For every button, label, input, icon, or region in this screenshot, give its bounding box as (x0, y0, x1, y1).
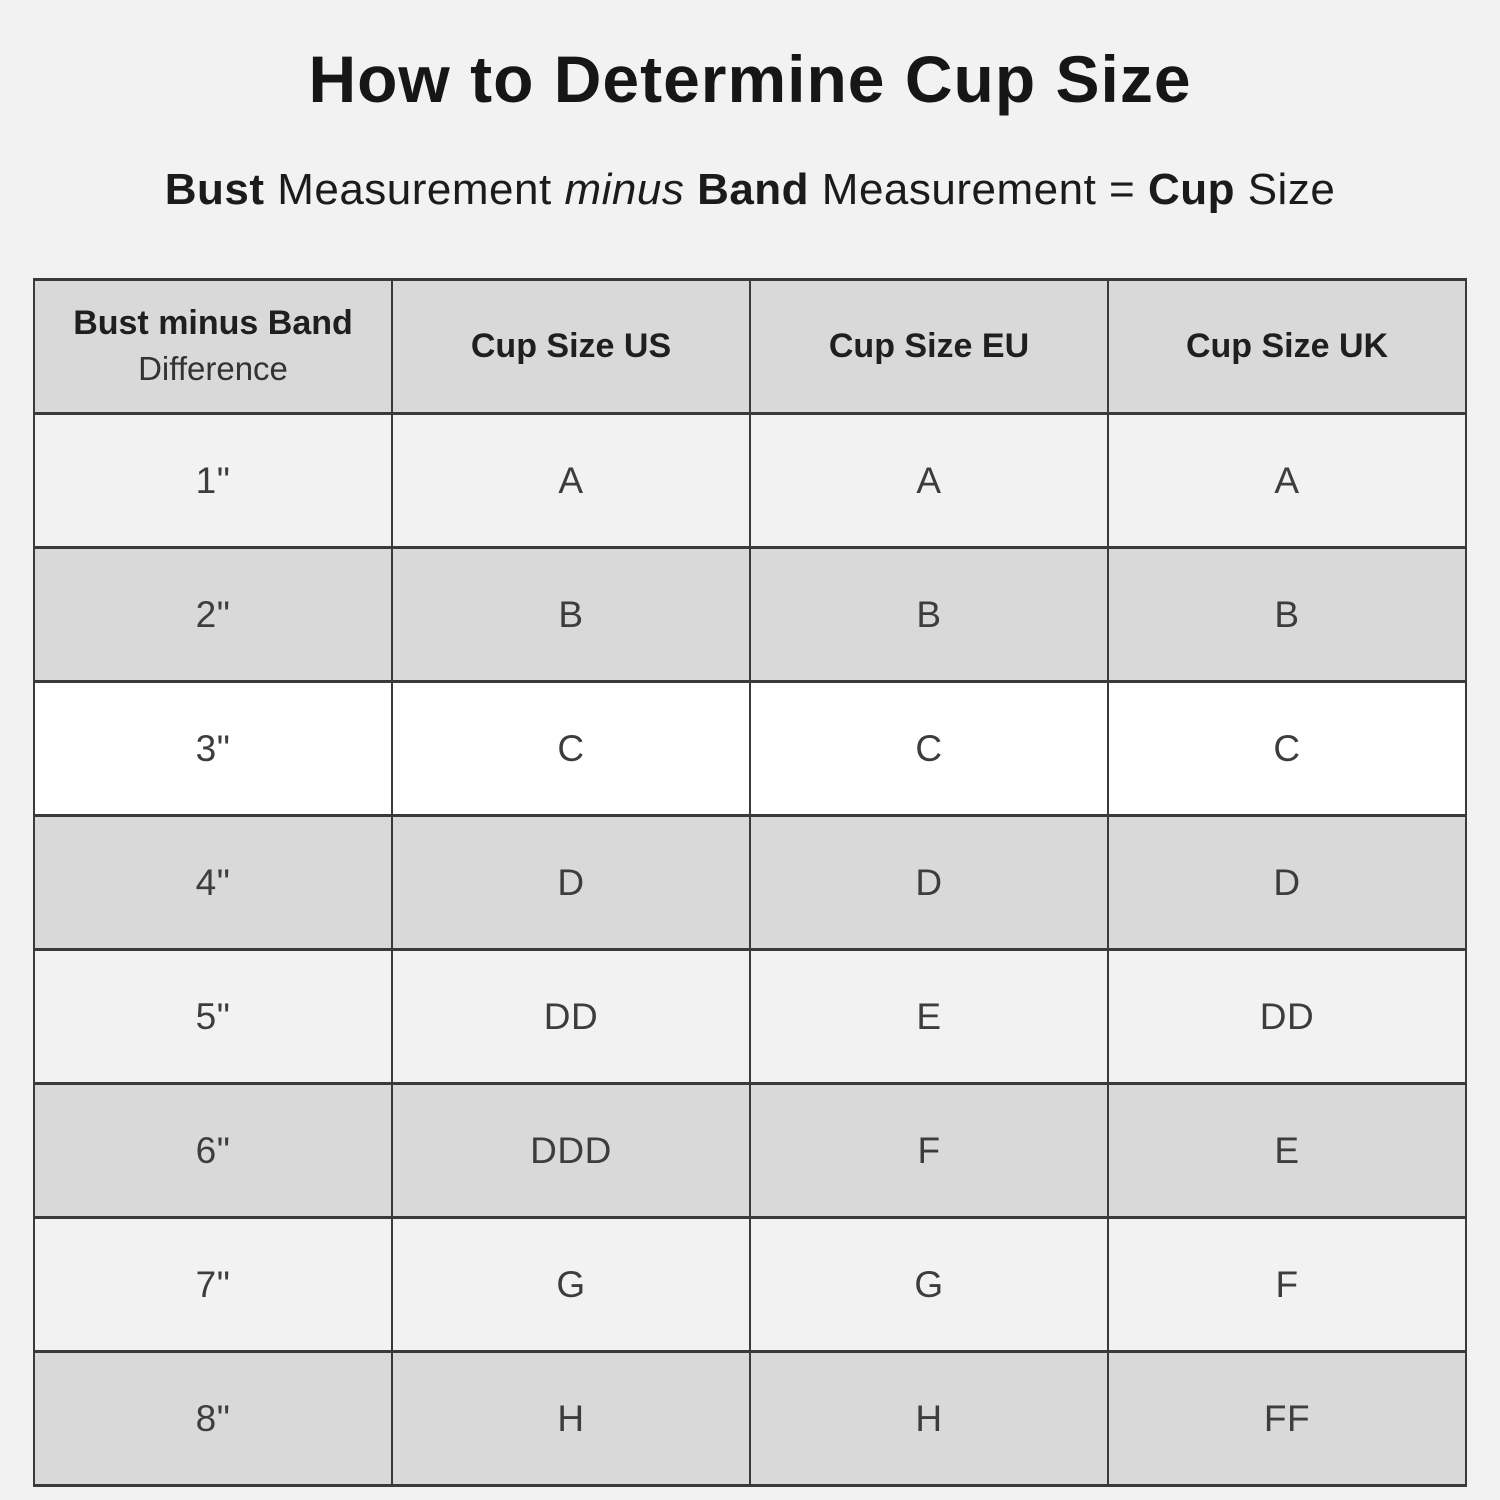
cell-difference: 7" (33, 1216, 393, 1353)
cell-cup-us: C (391, 680, 751, 817)
cell-cup-eu: A (749, 412, 1109, 549)
cell-cup-uk: D (1107, 814, 1467, 951)
header-difference-title: Bust minus Band (73, 304, 353, 343)
subtitle-seg-band: Band (697, 165, 810, 214)
cell-cup-uk: B (1107, 546, 1467, 683)
subtitle-seg-bust: Bust (164, 165, 265, 214)
table-row: 3" C C C (33, 680, 1467, 817)
cell-cup-uk: C (1107, 680, 1467, 817)
cell-cup-eu: C (749, 680, 1109, 817)
table-row: 7" G G F (33, 1216, 1467, 1353)
cell-difference: 6" (33, 1082, 393, 1219)
page-title: How to Determine Cup Size (308, 42, 1192, 116)
cup-size-table: Bust minus Band Difference Cup Size US C… (33, 278, 1467, 1487)
table-row: 2" B B B (33, 546, 1467, 683)
cell-difference: 3" (33, 680, 393, 817)
header-difference-subtitle: Difference (138, 350, 288, 388)
cell-cup-eu: G (749, 1216, 1109, 1353)
cell-difference: 8" (33, 1350, 393, 1487)
subtitle-seg-space (684, 165, 697, 214)
cell-cup-uk: F (1107, 1216, 1467, 1353)
cell-cup-eu: E (749, 948, 1109, 1085)
cell-cup-us: H (391, 1350, 751, 1487)
cell-cup-uk: E (1107, 1082, 1467, 1219)
cell-cup-us: DDD (391, 1082, 751, 1219)
header-cell-cup-size-eu: Cup Size EU (749, 278, 1109, 415)
cell-difference: 1" (33, 412, 393, 549)
cell-difference: 5" (33, 948, 393, 1085)
table-row: 4" D D D (33, 814, 1467, 951)
cell-difference: 4" (33, 814, 393, 951)
cell-cup-us: B (391, 546, 751, 683)
header-cell-difference: Bust minus Band Difference (33, 278, 393, 415)
table-row: 6" DDD F E (33, 1082, 1467, 1219)
header-cell-cup-size-uk: Cup Size UK (1107, 278, 1467, 415)
subtitle-formula: Bust Measurement minus Band Measurement … (0, 168, 1500, 212)
cell-cup-uk: DD (1107, 948, 1467, 1085)
cell-cup-us: G (391, 1216, 751, 1353)
cell-cup-eu: H (749, 1350, 1109, 1487)
table-row: 5" DD E DD (33, 948, 1467, 1085)
header-cell-cup-size-us: Cup Size US (391, 278, 751, 415)
subtitle-seg-minus: minus (564, 165, 685, 214)
cell-cup-us: DD (391, 948, 751, 1085)
table-row: 1" A A A (33, 412, 1467, 549)
subtitle-seg-size: Size (1234, 165, 1336, 214)
cell-cup-us: D (391, 814, 751, 951)
cell-cup-eu: F (749, 1082, 1109, 1219)
cell-cup-eu: B (749, 546, 1109, 683)
table-header-row: Bust minus Band Difference Cup Size US C… (33, 278, 1467, 415)
table-row: 8" H H FF (33, 1350, 1467, 1487)
cell-cup-eu: D (749, 814, 1109, 951)
subtitle-seg-measurement-1: Measurement (264, 165, 565, 214)
cell-cup-uk: FF (1107, 1350, 1467, 1487)
cell-difference: 2" (33, 546, 393, 683)
subtitle-seg-measurement-2: Measurement = (809, 165, 1148, 214)
cell-cup-uk: A (1107, 412, 1467, 549)
subtitle-seg-cup: Cup (1147, 165, 1235, 214)
cell-cup-us: A (391, 412, 751, 549)
